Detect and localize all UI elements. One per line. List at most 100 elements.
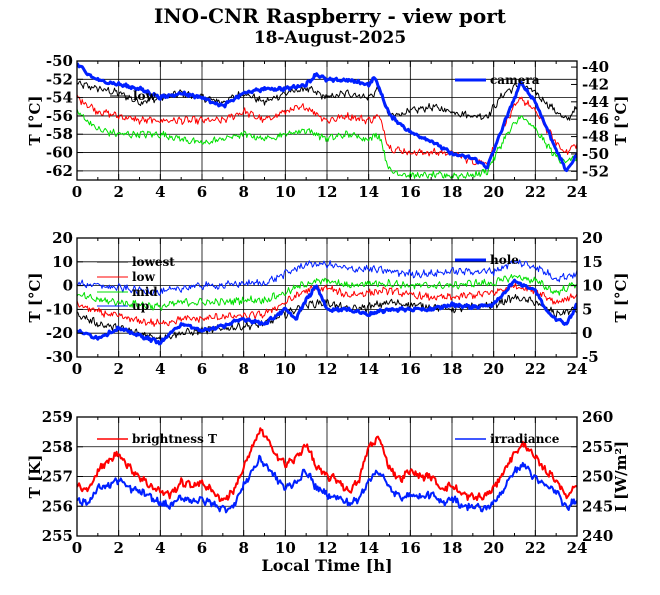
series-line-3 (77, 108, 577, 180)
x-tick-label: 12 (317, 539, 338, 557)
x-tick-label: 18 (442, 539, 463, 557)
y-tick-label: 259 (42, 408, 73, 426)
x-tick-label: 20 (483, 183, 504, 201)
y-tick-label: -30 (46, 348, 73, 366)
y2-tick-label: -48 (582, 128, 609, 146)
x-tick-label: 8 (238, 360, 248, 378)
chart-panel-2: 0 2 4 6 8 10 12 14 16 18 20 22 24-30-20-1001020-5051… (26, 229, 630, 378)
chart-titles: INO-CNR Raspberry - view port 18-August-… (0, 0, 660, 50)
y2-tick-label: 240 (582, 527, 613, 545)
y2-tick-label: -44 (582, 93, 609, 111)
x-tick-label: 24 (567, 360, 588, 378)
x-tick-label: 0 (72, 360, 82, 378)
y-tick-label: 255 (42, 527, 73, 545)
y2-tick-label: 0 (582, 324, 592, 342)
y-tick-label: 20 (52, 229, 73, 247)
x-axis-label: Local Time [h] (261, 556, 392, 575)
x-tick-label: 2 (113, 183, 123, 201)
series-line-2 (77, 454, 577, 514)
y2-axis-label: I [W/m²] (612, 441, 630, 512)
y-tick-label: 10 (52, 253, 73, 271)
y-tick-label: 257 (42, 468, 73, 486)
x-tick-label: 0 (72, 539, 82, 557)
y-tick-label: -54 (46, 89, 73, 107)
y2-tick-label: 250 (582, 468, 613, 486)
y-axis-label: T [°C] (26, 272, 44, 322)
y-tick-label: -58 (46, 125, 73, 143)
y2-tick-label: -5 (582, 348, 599, 366)
x-tick-label: 2 (113, 360, 123, 378)
x-tick-label: 10 (275, 360, 296, 378)
series-line-2 (77, 282, 577, 327)
chart-lines (77, 259, 577, 346)
x-tick-label: 10 (275, 183, 296, 201)
y-tick-label: -20 (46, 324, 73, 342)
y2-tick-label: 255 (582, 438, 613, 456)
x-tick-label: 24 (567, 183, 588, 201)
x-tick-label: 18 (442, 360, 463, 378)
series-line-3 (77, 274, 577, 311)
x-tick-label: 22 (525, 360, 546, 378)
page-date: 18-August-2025 (253, 28, 407, 48)
x-tick-label: 22 (525, 183, 546, 201)
x-tick-label: 4 (155, 539, 165, 557)
x-tick-label: 10 (275, 539, 296, 557)
legend-label: up (132, 299, 149, 313)
chart-panel-3: 0 2 4 6 8 10 12 14 16 18 20 22 242552562572582592402… (26, 408, 630, 575)
x-tick-label: 2 (113, 539, 123, 557)
legend-label: camera (490, 73, 540, 87)
x-tick-label: 6 (197, 360, 207, 378)
x-tick-label: 20 (483, 360, 504, 378)
series-line-4 (77, 62, 577, 173)
x-tick-label: 4 (155, 360, 165, 378)
y2-axis-label: T [°C] (612, 95, 630, 145)
x-tick-label: 12 (317, 360, 338, 378)
y-axis-label: T [°C] (26, 95, 44, 145)
chart-lines (77, 62, 577, 180)
page-title: INO-CNR Raspberry - view port (153, 4, 506, 28)
x-tick-label: 4 (155, 183, 165, 201)
x-tick-label: 24 (567, 539, 588, 557)
y2-tick-label: -42 (582, 75, 609, 93)
y2-tick-label: -40 (582, 58, 609, 76)
x-tick-label: 6 (197, 539, 207, 557)
x-tick-label: 16 (400, 539, 421, 557)
y-tick-label: -62 (46, 162, 73, 180)
chart-lines (77, 427, 577, 514)
legend-label: low (133, 89, 157, 103)
legend-label: irradiance (490, 432, 560, 446)
y-tick-label: -50 (46, 52, 73, 70)
x-tick-label: 12 (317, 183, 338, 201)
y2-axis-label: T [°C] (612, 272, 630, 322)
legend-label: low (132, 270, 156, 284)
x-tick-label: 16 (400, 183, 421, 201)
y2-tick-label: 5 (582, 300, 592, 318)
y2-tick-label: 10 (582, 277, 603, 295)
y-axis-label: T [K] (26, 455, 44, 499)
x-tick-label: 16 (400, 360, 421, 378)
series-line-5 (77, 278, 577, 346)
chart-panel-1: 0 2 4 6 8 10 12 14 16 18 20 22 24-62-60-58-56-54-52-… (26, 52, 630, 201)
y-tick-label: -10 (46, 300, 73, 318)
x-tick-label: 6 (197, 183, 207, 201)
y2-tick-label: 15 (582, 253, 603, 271)
y2-tick-label: 245 (582, 497, 613, 515)
x-tick-label: 18 (442, 183, 463, 201)
x-tick-label: 14 (358, 360, 379, 378)
series-line-1 (77, 427, 577, 503)
x-tick-label: 0 (72, 183, 82, 201)
x-tick-label: 8 (238, 539, 248, 557)
y2-tick-label: -46 (582, 110, 609, 128)
legend-label: lowest (132, 255, 175, 269)
legend-label: brightness T (132, 432, 217, 446)
y2-tick-label: -50 (582, 145, 609, 163)
series-line-4 (77, 259, 577, 296)
y-tick-label: -56 (46, 107, 73, 125)
y2-tick-label: -52 (582, 162, 609, 180)
x-tick-label: 22 (525, 539, 546, 557)
y-tick-label: -60 (46, 144, 73, 162)
legend-label: hole (490, 253, 519, 267)
y-tick-label: 258 (42, 438, 73, 456)
y2-tick-label: 260 (582, 408, 613, 426)
